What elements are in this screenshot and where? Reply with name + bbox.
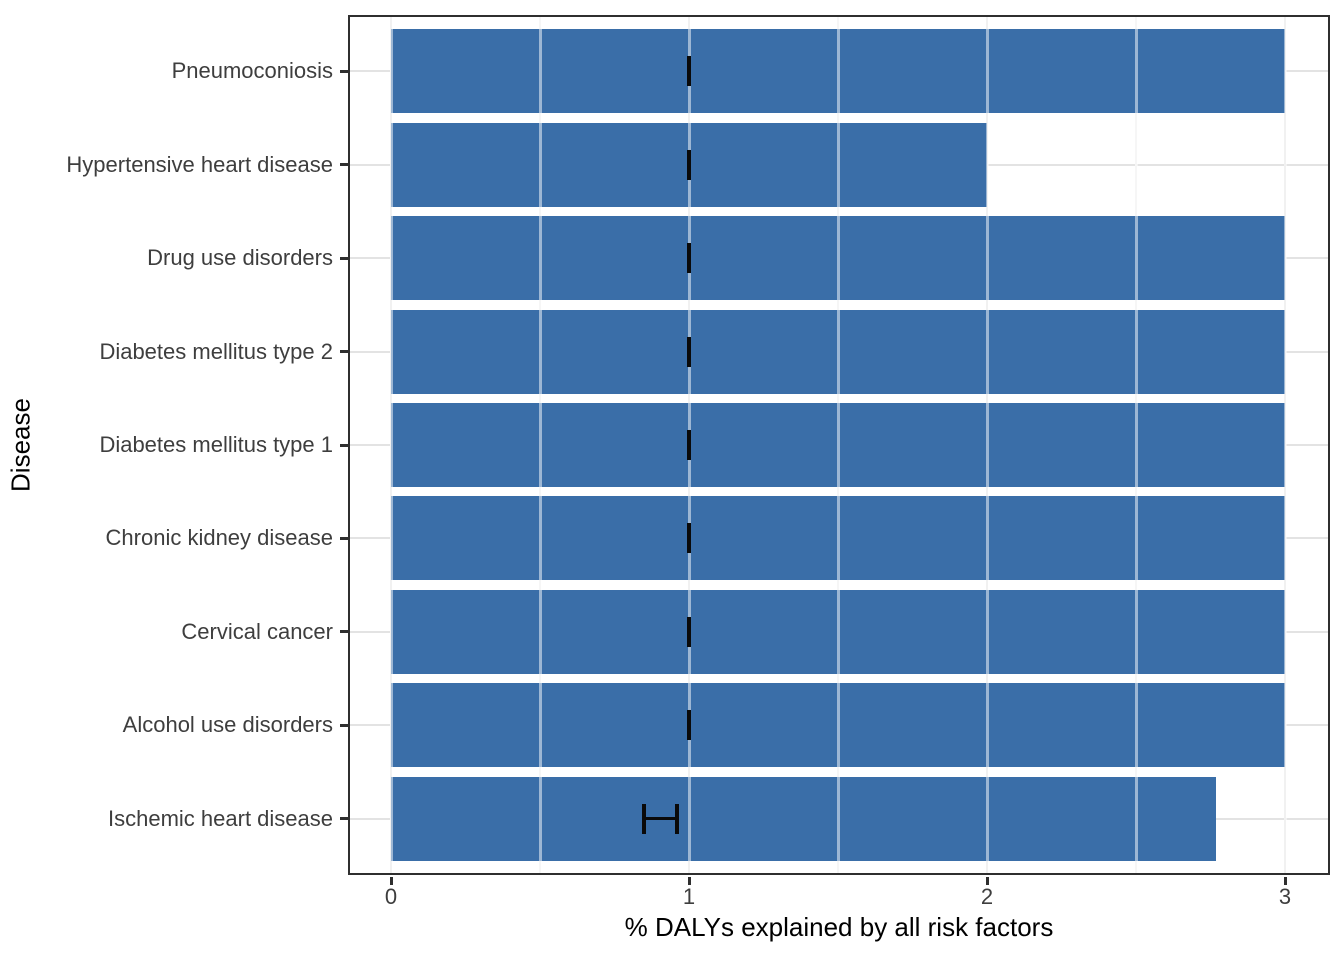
errorbar-cap-high (687, 430, 691, 460)
gridline-overlay (538, 15, 542, 875)
x-tick-label: 3 (1278, 884, 1292, 909)
y-tick-mark (340, 69, 348, 73)
x-tick-label: 2 (980, 884, 994, 909)
plot-panel (348, 15, 1330, 875)
y-tick-label: Diabetes mellitus type 1 (99, 432, 333, 457)
x-axis-title: % DALYs explained by all risk factors (624, 912, 1054, 942)
errorbar-cap-high (687, 523, 691, 554)
errorbar-cap-high (687, 616, 691, 647)
y-tick-mark (340, 350, 348, 354)
y-tick-label: Drug use disorders (147, 245, 333, 271)
y-axis-title: Disease (5, 398, 36, 492)
y-tick-mark (340, 817, 348, 821)
gridline-overlay (1283, 15, 1287, 875)
errorbar-line (644, 817, 678, 821)
y-tick-label: Cervical cancer (181, 618, 333, 644)
gridline-overlay (389, 15, 393, 875)
errorbar-cap-high (687, 56, 691, 87)
x-tick-mark (985, 877, 989, 885)
x-tick-label: 1 (682, 884, 696, 909)
y-tick-mark (340, 443, 348, 447)
y-tick-label: Hypertensive heart disease (66, 151, 333, 177)
errorbar-cap-high (687, 243, 691, 274)
errorbar-cap-high (675, 803, 680, 834)
gridline-overlay (985, 15, 989, 875)
bar (391, 776, 1217, 861)
y-tick-mark (340, 630, 348, 634)
y-tick-label: Diabetes mellitus type 2 (99, 338, 333, 364)
y-tick-mark (340, 536, 348, 540)
errorbar-cap-high (687, 336, 691, 367)
y-tick-mark (340, 163, 348, 167)
y-tick-label: Ischemic heart disease (108, 805, 333, 831)
errorbar-cap-high (687, 710, 691, 741)
gridline-overlay (836, 15, 840, 875)
x-tick-mark (389, 877, 393, 885)
y-tick-label: Pneumoconiosis (171, 58, 333, 84)
errorbar-cap-low (642, 803, 647, 834)
y-tick-label: Alcohol use disorders (122, 712, 333, 738)
y-tick-mark (340, 256, 348, 260)
x-tick-mark (1283, 877, 1287, 885)
y-tick-label: Chronic kidney disease (105, 525, 333, 551)
gridline-overlay (1134, 15, 1138, 875)
errorbar-cap-high (687, 149, 691, 180)
x-tick-mark (687, 877, 691, 885)
x-tick-label: 0 (384, 884, 398, 909)
y-tick-mark (340, 723, 348, 727)
